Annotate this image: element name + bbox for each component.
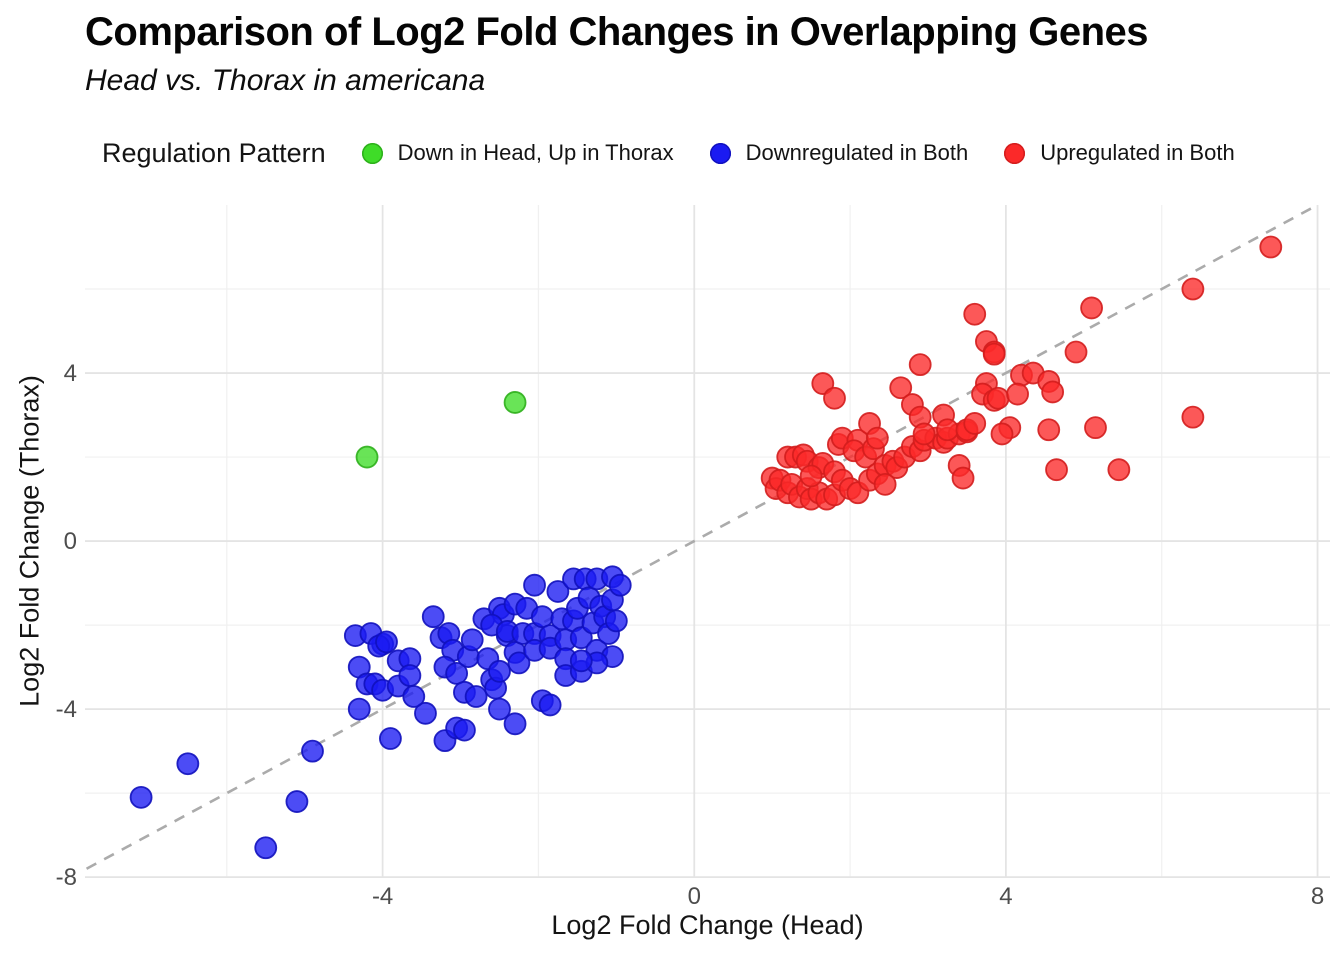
y-axis-title: Log2 Fold Change (Thorax)	[14, 375, 45, 707]
data-point	[453, 718, 476, 742]
data-point	[538, 693, 562, 717]
data-point	[865, 426, 889, 450]
data-point	[908, 353, 932, 377]
legend-item-upregulated-both: Upregulated in Both	[1004, 140, 1235, 166]
legend-label: Downregulated in Both	[745, 140, 969, 165]
data-point	[530, 605, 554, 629]
data-point	[823, 386, 846, 410]
data-point	[503, 391, 527, 414]
data-point	[1084, 416, 1107, 440]
x-tick-label: 0	[688, 883, 701, 910]
data-point	[503, 712, 527, 736]
data-point	[414, 701, 437, 725]
data-point	[982, 342, 1006, 366]
data-point	[421, 605, 445, 629]
legend-label: Down in Head, Up in Thorax	[397, 140, 674, 165]
data-point	[488, 659, 511, 683]
data-point	[1045, 458, 1068, 482]
data-point	[129, 785, 153, 809]
y-tick-label: -8	[56, 864, 77, 891]
data-point	[301, 739, 324, 763]
x-tick-label: -4	[372, 883, 393, 910]
data-point	[608, 573, 632, 597]
chart-title: Comparison of Log2 Fold Changes in Overl…	[85, 10, 1149, 54]
x-axis-title: Log2 Fold Change (Head)	[551, 910, 864, 940]
data-point	[1181, 405, 1205, 429]
data-point	[912, 422, 936, 446]
red-legend-dot-icon	[1004, 142, 1026, 164]
data-point	[1181, 277, 1205, 301]
data-point	[375, 630, 398, 654]
data-point	[460, 628, 484, 652]
legend: Regulation Pattern Down in Head, Up in T…	[102, 132, 1235, 174]
chart-subtitle: Head vs. Thorax in americana	[85, 64, 486, 97]
data-point	[398, 664, 422, 687]
data-point	[604, 609, 628, 633]
data-point	[355, 445, 379, 469]
data-point	[1041, 380, 1065, 404]
y-tick-label: 4	[64, 360, 77, 387]
data-point	[963, 412, 987, 435]
green-legend-dot-icon	[361, 142, 383, 164]
data-point	[799, 464, 823, 488]
y-tick-label: -4	[56, 696, 77, 723]
y-tick-label: 0	[64, 528, 77, 555]
legend-title: Regulation Pattern	[102, 137, 326, 168]
data-point	[990, 422, 1014, 446]
data-point	[986, 386, 1010, 410]
data-point	[1006, 382, 1029, 406]
data-point	[402, 685, 426, 708]
x-tick-label: 4	[999, 883, 1012, 910]
blue-legend-dot-icon	[709, 142, 731, 164]
data-point	[936, 418, 959, 442]
data-point	[1080, 296, 1103, 320]
data-point	[811, 372, 835, 395]
data-point	[569, 626, 593, 650]
x-tick-label: 8	[1311, 883, 1324, 910]
data-point	[523, 573, 546, 597]
data-point	[1037, 418, 1061, 442]
legend-item-downregulated-both: Downregulated in Both	[709, 140, 969, 166]
data-point	[546, 580, 570, 603]
data-point	[254, 836, 278, 860]
data-point	[507, 651, 531, 675]
data-point	[1107, 458, 1131, 482]
data-point	[951, 466, 975, 490]
data-point	[379, 727, 402, 750]
data-point	[873, 472, 897, 496]
data-point	[464, 685, 488, 708]
legend-item-down-head-up-thorax: Down in Head, Up in Thorax	[361, 140, 674, 166]
data-point	[488, 697, 511, 721]
data-point	[889, 376, 913, 400]
data-point	[176, 752, 200, 776]
data-point	[445, 662, 469, 685]
data-point	[569, 649, 593, 673]
data-point	[285, 790, 309, 813]
identity-reference-line	[85, 203, 1319, 870]
data-point	[1259, 235, 1283, 259]
data-point	[963, 302, 987, 326]
legend-label: Upregulated in Both	[1040, 140, 1235, 165]
data-point	[1064, 340, 1088, 364]
data-point	[347, 697, 371, 721]
